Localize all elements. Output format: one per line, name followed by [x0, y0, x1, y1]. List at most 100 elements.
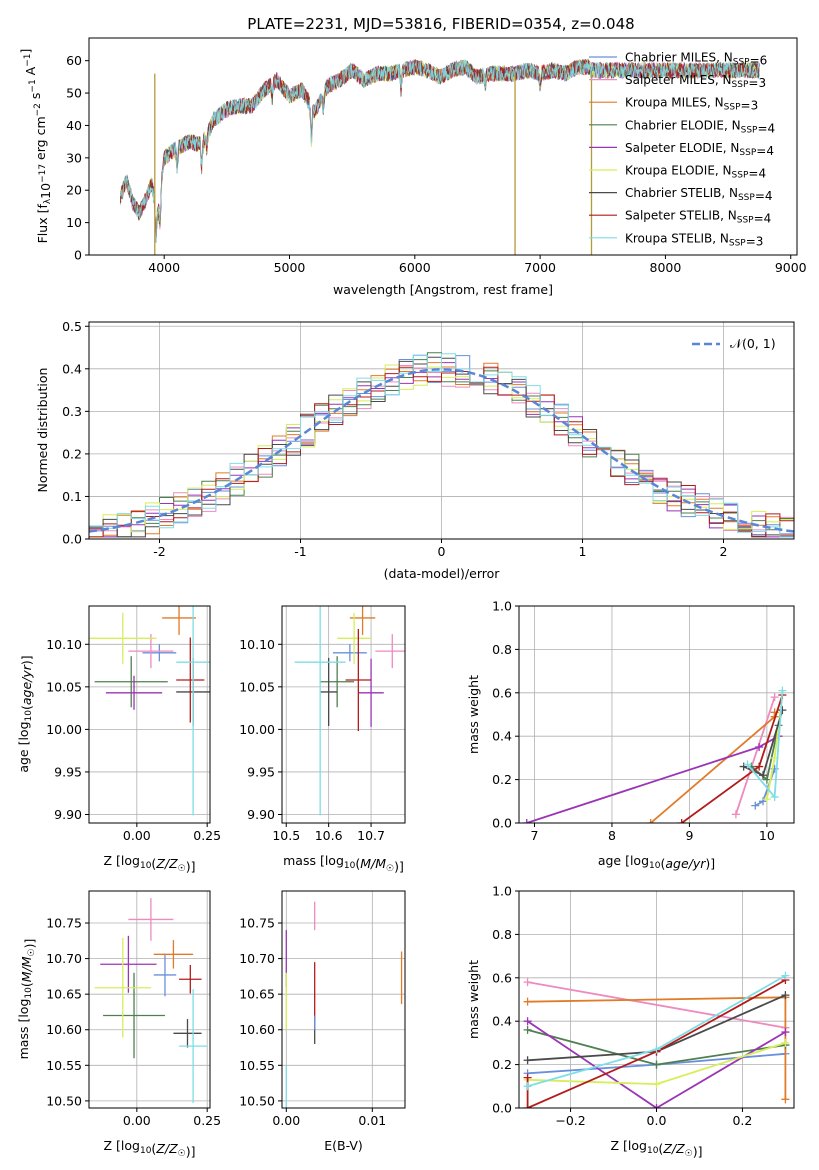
y-axis-label-part: mass [log — [16, 999, 31, 1060]
figure-title: PLATE=2231, MJD=53816, FIBERID=0354, z=0… — [247, 15, 634, 33]
weight-marker — [652, 1080, 661, 1089]
y-axis-label-part: )] — [19, 655, 34, 665]
weight-marker — [652, 1045, 661, 1054]
x-tick-label: 9 — [685, 828, 693, 843]
weight-line — [527, 981, 786, 1029]
y-axis-label-part: ☉ — [27, 948, 37, 956]
plot-area — [285, 901, 403, 1108]
y-tick-label: 10.50 — [46, 1093, 82, 1108]
y-axis-label: mass weight — [466, 675, 481, 754]
y-tick-label: 10.60 — [239, 1022, 275, 1037]
legend-label-part: Chabrier MILES, N — [625, 51, 733, 65]
x-axis-label-part: ( — [658, 1141, 663, 1156]
legend-label: Salpeter ELODIE, NSSP=4 — [625, 141, 774, 158]
weight-marker — [751, 801, 760, 810]
y-axis-label-part: age/yr — [19, 664, 34, 705]
x-axis-label-part: Z/Z — [155, 1141, 178, 1156]
x-axis-label-part: ( — [151, 856, 156, 871]
weight-marker — [770, 792, 779, 801]
weight-marker — [762, 775, 771, 784]
weight-marker — [523, 1017, 532, 1026]
y-axis-label-part: −1 — [28, 79, 38, 92]
y-tick-label: 30 — [66, 150, 82, 165]
legend-label: Chabrier MILES, NSSP=6 — [625, 51, 767, 68]
y-axis-label-part: 10 — [38, 183, 53, 199]
legend-label-part: Salpeter MILES, N — [625, 73, 732, 87]
plot-area — [522, 686, 787, 823]
legend-label: 𝒩(0, 1) — [730, 336, 776, 351]
legend-label-part: SSP — [739, 148, 756, 158]
y-axis-label-part: age [log — [16, 721, 31, 772]
x-axis-label-part: )] — [693, 1144, 703, 1159]
x-tick-label: 0.00 — [272, 1113, 300, 1128]
weight-marker — [523, 978, 532, 987]
legend-label: Salpeter MILES, NSSP=3 — [625, 73, 766, 90]
y-tick-label: 10.60 — [46, 1022, 82, 1037]
axes-frame — [88, 890, 211, 1109]
y-tick-label: 10.55 — [239, 1058, 275, 1073]
weight-marker — [778, 686, 787, 695]
legend-label: Chabrier ELODIE, NSSP=4 — [625, 118, 775, 135]
y-tick-label: 10.05 — [239, 679, 275, 694]
y-axis-label-part: Flux [f — [35, 204, 50, 244]
y-axis-label-part: ( — [19, 705, 34, 710]
axes-frame — [88, 605, 211, 824]
x-tick-label: −0.2 — [555, 1113, 585, 1128]
y-tick-label: 0.8 — [492, 642, 512, 657]
gridlines — [519, 605, 794, 824]
x-axis-label-part: ( — [355, 856, 360, 871]
x-axis-label-part: ☉ — [386, 864, 394, 874]
weight-marker — [731, 810, 740, 819]
legend-label: Kroupa MILES, NSSP=3 — [625, 96, 758, 113]
weight-marker — [523, 1073, 532, 1082]
x-axis-label: E(B-V) — [324, 1138, 363, 1153]
y-axis-label-part: ] — [18, 49, 33, 54]
x-axis-label-part: Z [log — [104, 853, 140, 868]
x-axis-label-part: 10 — [140, 1146, 152, 1156]
x-axis-label-part: E(B-V) — [324, 1138, 363, 1153]
y-tick-label: 10.75 — [239, 916, 275, 931]
y-tick-label: 1.0 — [492, 599, 512, 614]
weight-marker — [522, 819, 531, 823]
x-axis-label-part: age/yr — [665, 856, 706, 871]
x-tick-label: 7 — [531, 828, 539, 843]
weight-marker — [781, 971, 790, 980]
x-axis-label-part: 10 — [649, 861, 661, 871]
legend-label: Kroupa ELODIE, NSSP=4 — [625, 164, 766, 181]
spectrum-line — [119, 59, 760, 243]
legend-label-part: =3 — [741, 99, 759, 113]
x-axis-label-part: Z [log — [104, 1138, 140, 1153]
y-tick-label: 10.65 — [46, 987, 82, 1002]
y-axis-label-part: M/M — [19, 956, 34, 982]
y-tick-label: 10.05 — [46, 679, 82, 694]
histogram-step — [89, 352, 794, 538]
weight-marker — [759, 771, 768, 780]
y-tick-label: 10.65 — [239, 987, 275, 1002]
y-axis-label-part: A — [23, 66, 38, 79]
legend-label-part: =4 — [754, 212, 772, 226]
x-axis-label: Z [log10(Z/Z☉)] — [611, 1138, 703, 1159]
legend-label-part: =4 — [756, 144, 774, 158]
x-axis-label-part: 10 — [344, 861, 356, 871]
plot-area — [523, 971, 790, 1108]
y-axis-label: mass weight — [466, 960, 481, 1039]
x-tick-label: 5000 — [274, 260, 306, 275]
x-axis-label-part: )] — [186, 859, 196, 874]
legend-label-part: =6 — [750, 54, 768, 68]
weight-marker — [677, 819, 686, 823]
legend-label-part: =3 — [748, 76, 766, 90]
x-tick-label: 10 — [759, 828, 775, 843]
y-axis-label-part: )] — [22, 939, 37, 949]
x-tick-label: 0.25 — [193, 828, 221, 843]
x-axis-label-part: M/M — [360, 856, 386, 871]
y-axis-label: age [log10(age/yr)] — [16, 655, 34, 772]
legend-label-part: SSP — [737, 216, 754, 226]
gridlines — [282, 891, 405, 1108]
y-tick-label: 0.8 — [492, 927, 512, 942]
y-axis-label-part: 10 — [24, 710, 34, 722]
y-tick-label: 0.4 — [492, 729, 512, 744]
y-axis-label: Flux [fλ10−17 erg cm−2 s−1 A−1] — [18, 49, 53, 244]
